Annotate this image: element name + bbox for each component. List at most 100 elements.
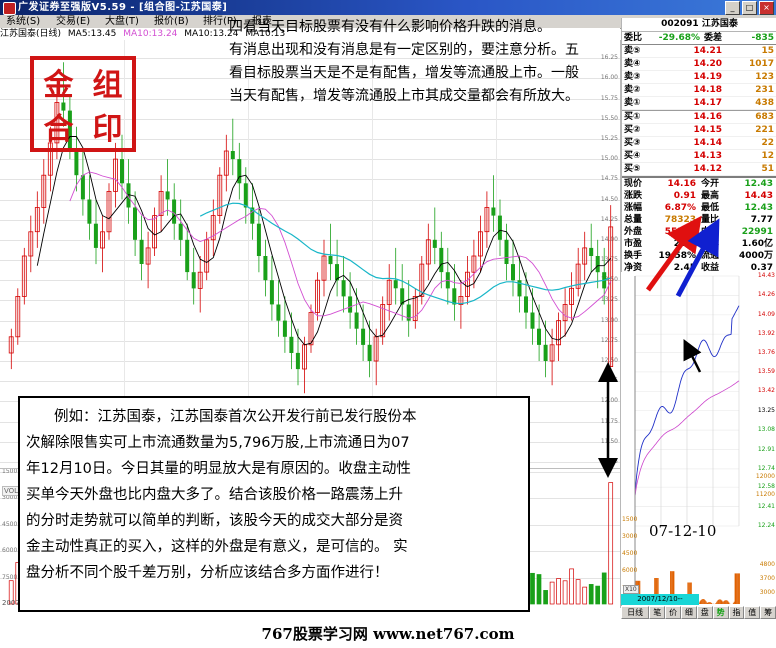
quote-stock-title: 002091 江苏国泰 xyxy=(622,18,776,32)
current-date-cell[interactable]: 2007/12/10-- xyxy=(621,594,699,605)
stat-value-left: 78323 xyxy=(664,215,696,225)
menu-item-system[interactable]: 系统(S) xyxy=(6,16,41,27)
level-price: 14.14 xyxy=(693,138,722,148)
menu-item-report[interactable]: 报表 xyxy=(252,16,272,27)
stat-row: 总量 78323 量比 7.77 xyxy=(622,214,776,226)
level-volume: 22 xyxy=(761,138,774,148)
volume-scale-label: X10 xyxy=(623,585,639,594)
note-line-2: 次解除限售实可上市流通数量为5,796万股,上市流通日为07 xyxy=(26,435,410,451)
stat-value-right: 0.37 xyxy=(750,263,773,273)
quote-statistics: 现价 14.16 今开 12.43 涨跌 0.91 最高 14.43 涨幅 6.87% 最低 12.4… xyxy=(622,178,776,285)
chart-title: 江苏国泰(日线) xyxy=(0,29,62,39)
note-line-5: 的分时走势就可以简单的判断，该股今天的成交大部分是资 xyxy=(26,513,403,529)
level-volume: 221 xyxy=(755,125,774,135)
stat-value-right: 4000万 xyxy=(738,251,773,261)
tab-trend[interactable]: 势 xyxy=(712,606,729,619)
stat-row: 换手 19.58% 流通 4000万 xyxy=(622,250,776,262)
stat-value-right: 7.77 xyxy=(750,215,773,225)
stat-value-left: 28.8 xyxy=(673,239,696,249)
level-price: 14.17 xyxy=(693,98,722,108)
stat-row: 涨幅 6.87% 最低 12.43 xyxy=(622,202,776,214)
menu-item-trade[interactable]: 交易(E) xyxy=(56,16,91,27)
ask-row[interactable]: 卖② 14.18 231 xyxy=(622,84,776,97)
stat-key-right: 量比 xyxy=(701,215,720,225)
level-volume: 438 xyxy=(755,98,774,108)
level-volume: 12 xyxy=(761,151,774,161)
stat-key-right: 最高 xyxy=(701,191,720,201)
level-volume: 51 xyxy=(761,164,774,174)
bottom-tab-bar: 日线 笔 价 细 盘 势 指 值 筹 xyxy=(621,606,776,619)
tab-chips[interactable]: 筹 xyxy=(760,606,776,619)
tab-index[interactable]: 指 xyxy=(728,606,745,619)
stat-value-right: 22991 xyxy=(741,227,773,237)
bid-row[interactable]: 买③ 14.14 22 xyxy=(622,137,776,150)
explanation-note-box: 例如：江苏国泰，江苏国泰首次公开发行前已发行股份本 次解除限售实可上市流通数量为… xyxy=(18,396,530,612)
level-label: 卖④ xyxy=(624,59,641,69)
tab-price[interactable]: 价 xyxy=(665,606,681,619)
level-label: 卖⑤ xyxy=(624,46,641,56)
level-price: 14.16 xyxy=(693,112,722,122)
order-diff-value: -835 xyxy=(751,33,774,43)
level-label: 买① xyxy=(624,112,641,122)
seal-char-3: 合 xyxy=(43,112,74,147)
bid-row[interactable]: 买① 14.16 683 xyxy=(622,111,776,124)
bid-row[interactable]: 买② 14.15 221 xyxy=(622,124,776,137)
stat-value-right: 1.60亿 xyxy=(741,239,773,249)
stat-value-right: 12.43 xyxy=(744,203,773,213)
ask-row[interactable]: 卖③ 14.19 123 xyxy=(622,71,776,84)
ask-row[interactable]: 卖⑤ 14.21 15 xyxy=(622,45,776,58)
chart-ma20-label: MA10:13.24 xyxy=(184,29,239,39)
stat-key-left: 净资 xyxy=(624,263,643,273)
bid-row[interactable]: 买④ 14.13 12 xyxy=(622,150,776,163)
ask-row[interactable]: 卖④ 14.20 1017 xyxy=(622,58,776,71)
level-volume: 1017 xyxy=(748,59,774,69)
note-line-3: 年12月10日。今日其量的明显放大是有原因的。收盘主动性 xyxy=(26,461,411,477)
stat-key-left: 总量 xyxy=(624,215,643,225)
page-footer: 767股票学习网 www.net767.com xyxy=(0,620,776,648)
chart-header: 江苏国泰(日线) MA5:13.45 MA10:13.24 MA10:13.24… xyxy=(0,28,620,40)
stat-key-left: 换手 xyxy=(624,251,643,261)
bid-levels: 买① 14.16 683 买② 14.15 221 买③ 14.14 22 买④ 14.13 12 买⑤… xyxy=(622,111,776,176)
chart-ma5-label: MA5:13.45 xyxy=(67,29,117,39)
intraday-date-label: 07-12-10 xyxy=(649,522,717,540)
close-button[interactable]: × xyxy=(759,1,774,15)
menu-item-market[interactable]: 大盘(T) xyxy=(105,16,139,27)
level-volume: 123 xyxy=(755,72,774,82)
intraday-chart-panel[interactable]: 14.43 14.26 14.09 13.92 13.76 13.59 13.42 13.25… xyxy=(621,272,776,615)
tab-tick[interactable]: 笔 xyxy=(649,606,666,619)
menu-item-quote[interactable]: 报价(B) xyxy=(154,16,189,27)
red-seal-stamp: 金 组 合 印 xyxy=(30,56,136,152)
stat-key-left: 外盘 xyxy=(624,227,643,237)
level-volume: 231 xyxy=(755,85,774,95)
stat-value-left: 6.87% xyxy=(664,203,696,213)
chart-ma10-label: MA10:13.24 xyxy=(123,29,178,39)
bid-row[interactable]: 买⑤ 14.12 51 xyxy=(622,163,776,176)
stat-key-right: 最低 xyxy=(701,203,720,213)
minimize-button[interactable]: _ xyxy=(725,1,740,15)
k-chart-start-date: 2007/4/2 xyxy=(2,599,33,607)
tab-daily[interactable]: 日线 xyxy=(621,606,650,619)
window-controls: _ □ × xyxy=(725,1,774,15)
maximize-button[interactable]: □ xyxy=(742,1,757,15)
stat-key-right: 内盘 xyxy=(701,227,720,237)
app-logo-icon xyxy=(3,2,16,15)
level-label: 卖② xyxy=(624,85,641,95)
quote-stock-name: 江苏国泰 xyxy=(701,19,738,29)
stat-key-left: 现价 xyxy=(624,179,643,189)
intraday-chart-canvas xyxy=(634,275,740,615)
tab-detail[interactable]: 细 xyxy=(680,606,697,619)
level-price: 14.21 xyxy=(693,46,722,56)
stat-row: 市盈 28.8 股本 1.60亿 xyxy=(622,238,776,250)
seal-char-2: 组 xyxy=(92,68,123,103)
tab-value[interactable]: 值 xyxy=(744,606,761,619)
stat-key-left: 市盈 xyxy=(624,239,643,249)
stat-value-left: 19.58% xyxy=(658,251,697,261)
stat-value-right: 12.43 xyxy=(744,179,773,189)
ask-row[interactable]: 卖① 14.17 438 xyxy=(622,97,776,110)
chart-ma30-label: MA10:13 xyxy=(245,29,286,39)
stat-key-right: 流通 xyxy=(701,251,720,261)
tab-board[interactable]: 盘 xyxy=(696,606,713,619)
stat-row: 涨跌 0.91 最高 14.43 xyxy=(622,190,776,202)
menu-item-rank[interactable]: 排行(P) xyxy=(203,16,237,27)
